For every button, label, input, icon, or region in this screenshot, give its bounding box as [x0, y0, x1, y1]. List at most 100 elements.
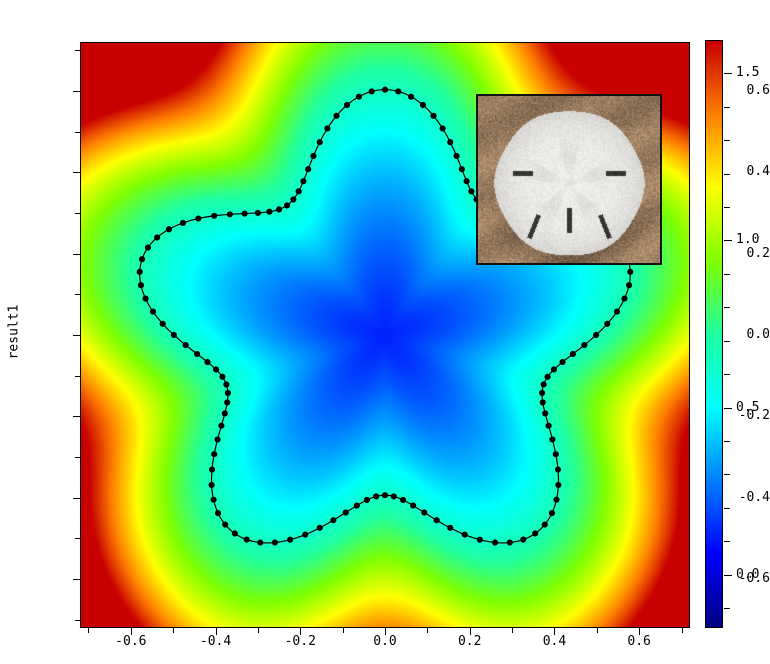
y-axis-tick [73, 253, 80, 255]
contour-curve-marker [316, 139, 323, 146]
y-axis-tick [73, 335, 80, 336]
contour-curve-marker [221, 410, 228, 417]
contour-curve-marker [208, 466, 216, 473]
y-axis-minor-tick [75, 131, 80, 133]
y-axis-minor-tick [75, 619, 80, 621]
sand-dollar-inset[interactable] [476, 94, 662, 265]
contour-curve-marker [343, 101, 351, 109]
contour-curve-marker [532, 530, 539, 537]
contour-curve-marker [542, 410, 549, 417]
contour-curve-marker [138, 256, 146, 263]
contour-curve-marker [257, 539, 264, 546]
x-axis-minor-tick [257, 628, 259, 633]
contour-curve-marker [136, 268, 143, 275]
colorbar-minor-tick [724, 541, 730, 543]
colorbar-tick [724, 407, 732, 409]
contour-curve-marker [506, 539, 513, 546]
contour-curve-marker [421, 509, 428, 516]
contour-curve-marker [218, 422, 225, 429]
contour-curve-marker [541, 521, 548, 528]
contour-curve-marker [544, 373, 551, 380]
colorbar-tick-label: 0.0 [736, 566, 760, 582]
contour-curve-marker [613, 308, 621, 315]
contour-curve-marker [211, 451, 218, 458]
contour-curve-marker [491, 539, 499, 546]
contour-curve-marker [621, 295, 628, 302]
contour-curve-marker [330, 517, 337, 524]
y-axis-minor-tick [75, 457, 80, 459]
x-axis-tick-label: 0.6 [627, 634, 651, 649]
y-axis-tick-label: -0.2 [738, 408, 770, 424]
contour-curve-marker [439, 125, 446, 132]
y-axis-tick-label: 0.6 [746, 82, 770, 98]
contour-curve-marker [295, 188, 302, 195]
contour-curve-marker [287, 536, 294, 543]
y-axis-tick [73, 497, 80, 499]
contour-curve-marker [302, 531, 309, 538]
contour-curve-marker [305, 166, 312, 173]
contour-curve-marker [193, 350, 201, 358]
y-axis-minor-tick [75, 294, 80, 296]
contour-curve-marker [410, 502, 417, 509]
contour-curve-marker [461, 531, 468, 538]
x-axis-tick-label: 0.2 [457, 634, 482, 649]
contour-curve-marker [569, 350, 577, 358]
y-axis-tick [73, 579, 80, 581]
contour-curve-marker [290, 196, 297, 203]
contour-curve-marker [283, 202, 291, 209]
y-axis-tick [73, 90, 80, 92]
colorbar-minor-tick [724, 340, 730, 342]
contour-curve-marker [204, 358, 211, 366]
contour-curve-marker [224, 389, 231, 397]
x-axis-tick-label: 0.4 [542, 634, 567, 649]
contour-curve-marker [355, 93, 363, 100]
contour-curve-marker [559, 358, 566, 366]
contour-curve-marker [453, 152, 460, 160]
contour-curve-marker [476, 536, 483, 543]
contour-curve-marker [195, 215, 202, 222]
y-axis-tick-label: 0.4 [746, 164, 770, 180]
colorbar-tick-label: 1.5 [736, 65, 760, 81]
x-axis-tick [469, 628, 471, 635]
y-axis-minor-tick [75, 538, 80, 540]
contour-curve-marker [539, 389, 546, 397]
colorbar[interactable] [705, 40, 723, 628]
x-axis-tick-label: -0.6 [115, 634, 147, 649]
contour-curve-marker [545, 422, 552, 429]
x-axis-minor-tick [681, 628, 683, 633]
colorbar-minor-tick [724, 474, 730, 476]
contour-curve-marker [539, 399, 546, 406]
colorbar-minor-tick [724, 207, 730, 209]
y-axis-minor-tick [75, 50, 80, 52]
contour-curve-marker [554, 466, 562, 473]
contour-curve-marker [208, 481, 215, 489]
colorbar-tick [724, 574, 732, 576]
contour-curve-marker [310, 152, 317, 160]
contour-curve-marker [555, 481, 562, 489]
y-axis-minor-tick [75, 212, 80, 214]
contour-curve-marker [300, 178, 307, 185]
x-axis-minor-tick [427, 628, 429, 633]
x-axis-minor-tick [342, 628, 344, 633]
colorbar-tick [724, 73, 732, 75]
colorbar-minor-tick [724, 273, 730, 275]
y-axis-tick-label: 0.0 [746, 327, 770, 342]
contour-curve-marker [212, 366, 220, 373]
y-axis-tick-label: -0.4 [738, 489, 770, 505]
contour-curve-marker [540, 381, 547, 388]
contour-curve-marker [142, 295, 149, 302]
contour-curve-marker [430, 112, 437, 119]
contour-curve-marker [373, 493, 380, 500]
contour-curve-marker [447, 524, 454, 531]
contour-curve-marker [254, 209, 261, 216]
x-axis-tick [130, 628, 132, 635]
contour-curve-marker [210, 496, 217, 503]
y-axis-tick [73, 172, 80, 174]
colorbar-tick-label: 0.5 [736, 399, 760, 415]
contour-curve-marker [165, 226, 173, 233]
contour-curve-marker [182, 341, 189, 349]
colorbar-minor-tick [724, 607, 730, 609]
contour-curve-marker [271, 539, 279, 546]
contour-curve-marker [399, 496, 407, 504]
